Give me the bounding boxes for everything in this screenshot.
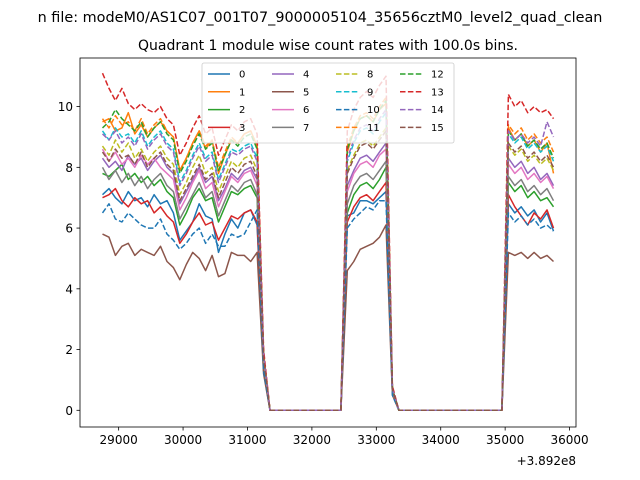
x-tick-label: 36000 — [550, 433, 588, 447]
y-axis: 0 2 4 6 8 10 — [58, 100, 80, 418]
legend-label-5: 5 — [303, 87, 309, 98]
x-tick-label: 33000 — [357, 433, 395, 447]
x-tick-label: 35000 — [486, 433, 524, 447]
legend-label-3: 3 — [239, 123, 245, 134]
legend-label-9: 9 — [367, 87, 373, 98]
plot-frame — [79, 57, 577, 428]
legend-label-12: 12 — [431, 70, 444, 81]
y-tick-label: 6 — [65, 222, 73, 236]
x-offset-label: +3.892e8 — [517, 454, 576, 468]
x-tick-label: 34000 — [422, 433, 460, 447]
legend-label-7: 7 — [303, 123, 309, 134]
legend-label-13: 13 — [431, 87, 444, 98]
x-axis: 29000 30000 31000 32000 33000 34000 35000 36000 — [100, 427, 589, 447]
series-line-15 — [101, 130, 555, 412]
figure-suptitle: n file: modeM0/AS1C07_001T07_9000005104_… — [38, 10, 603, 26]
y-tick-label: 8 — [65, 161, 73, 175]
legend-label-8: 8 — [367, 70, 373, 81]
y-tick-label: 4 — [65, 282, 73, 296]
legend-label-11: 11 — [367, 123, 380, 134]
legend-box — [201, 62, 455, 144]
chart-title: Quadrant 1 module wise count rates with … — [138, 38, 518, 54]
legend-label-4: 4 — [303, 70, 309, 81]
series-group — [101, 72, 555, 412]
x-tick-label: 32000 — [293, 433, 331, 447]
y-tick-label: 0 — [65, 404, 73, 418]
x-tick-label: 30000 — [164, 433, 202, 447]
legend-label-2: 2 — [239, 105, 245, 116]
legend-label-14: 14 — [431, 105, 444, 116]
legend-label-15: 15 — [431, 123, 444, 134]
x-tick-label: 31000 — [228, 433, 266, 447]
legend-label-6: 6 — [303, 105, 309, 116]
legend-label-10: 10 — [367, 105, 380, 116]
legend-label-1: 1 — [239, 87, 245, 98]
y-tick-label: 2 — [65, 343, 73, 357]
x-tick-label: 29000 — [100, 433, 138, 447]
y-tick-label: 10 — [58, 100, 73, 114]
legend-label-0: 0 — [239, 70, 245, 81]
